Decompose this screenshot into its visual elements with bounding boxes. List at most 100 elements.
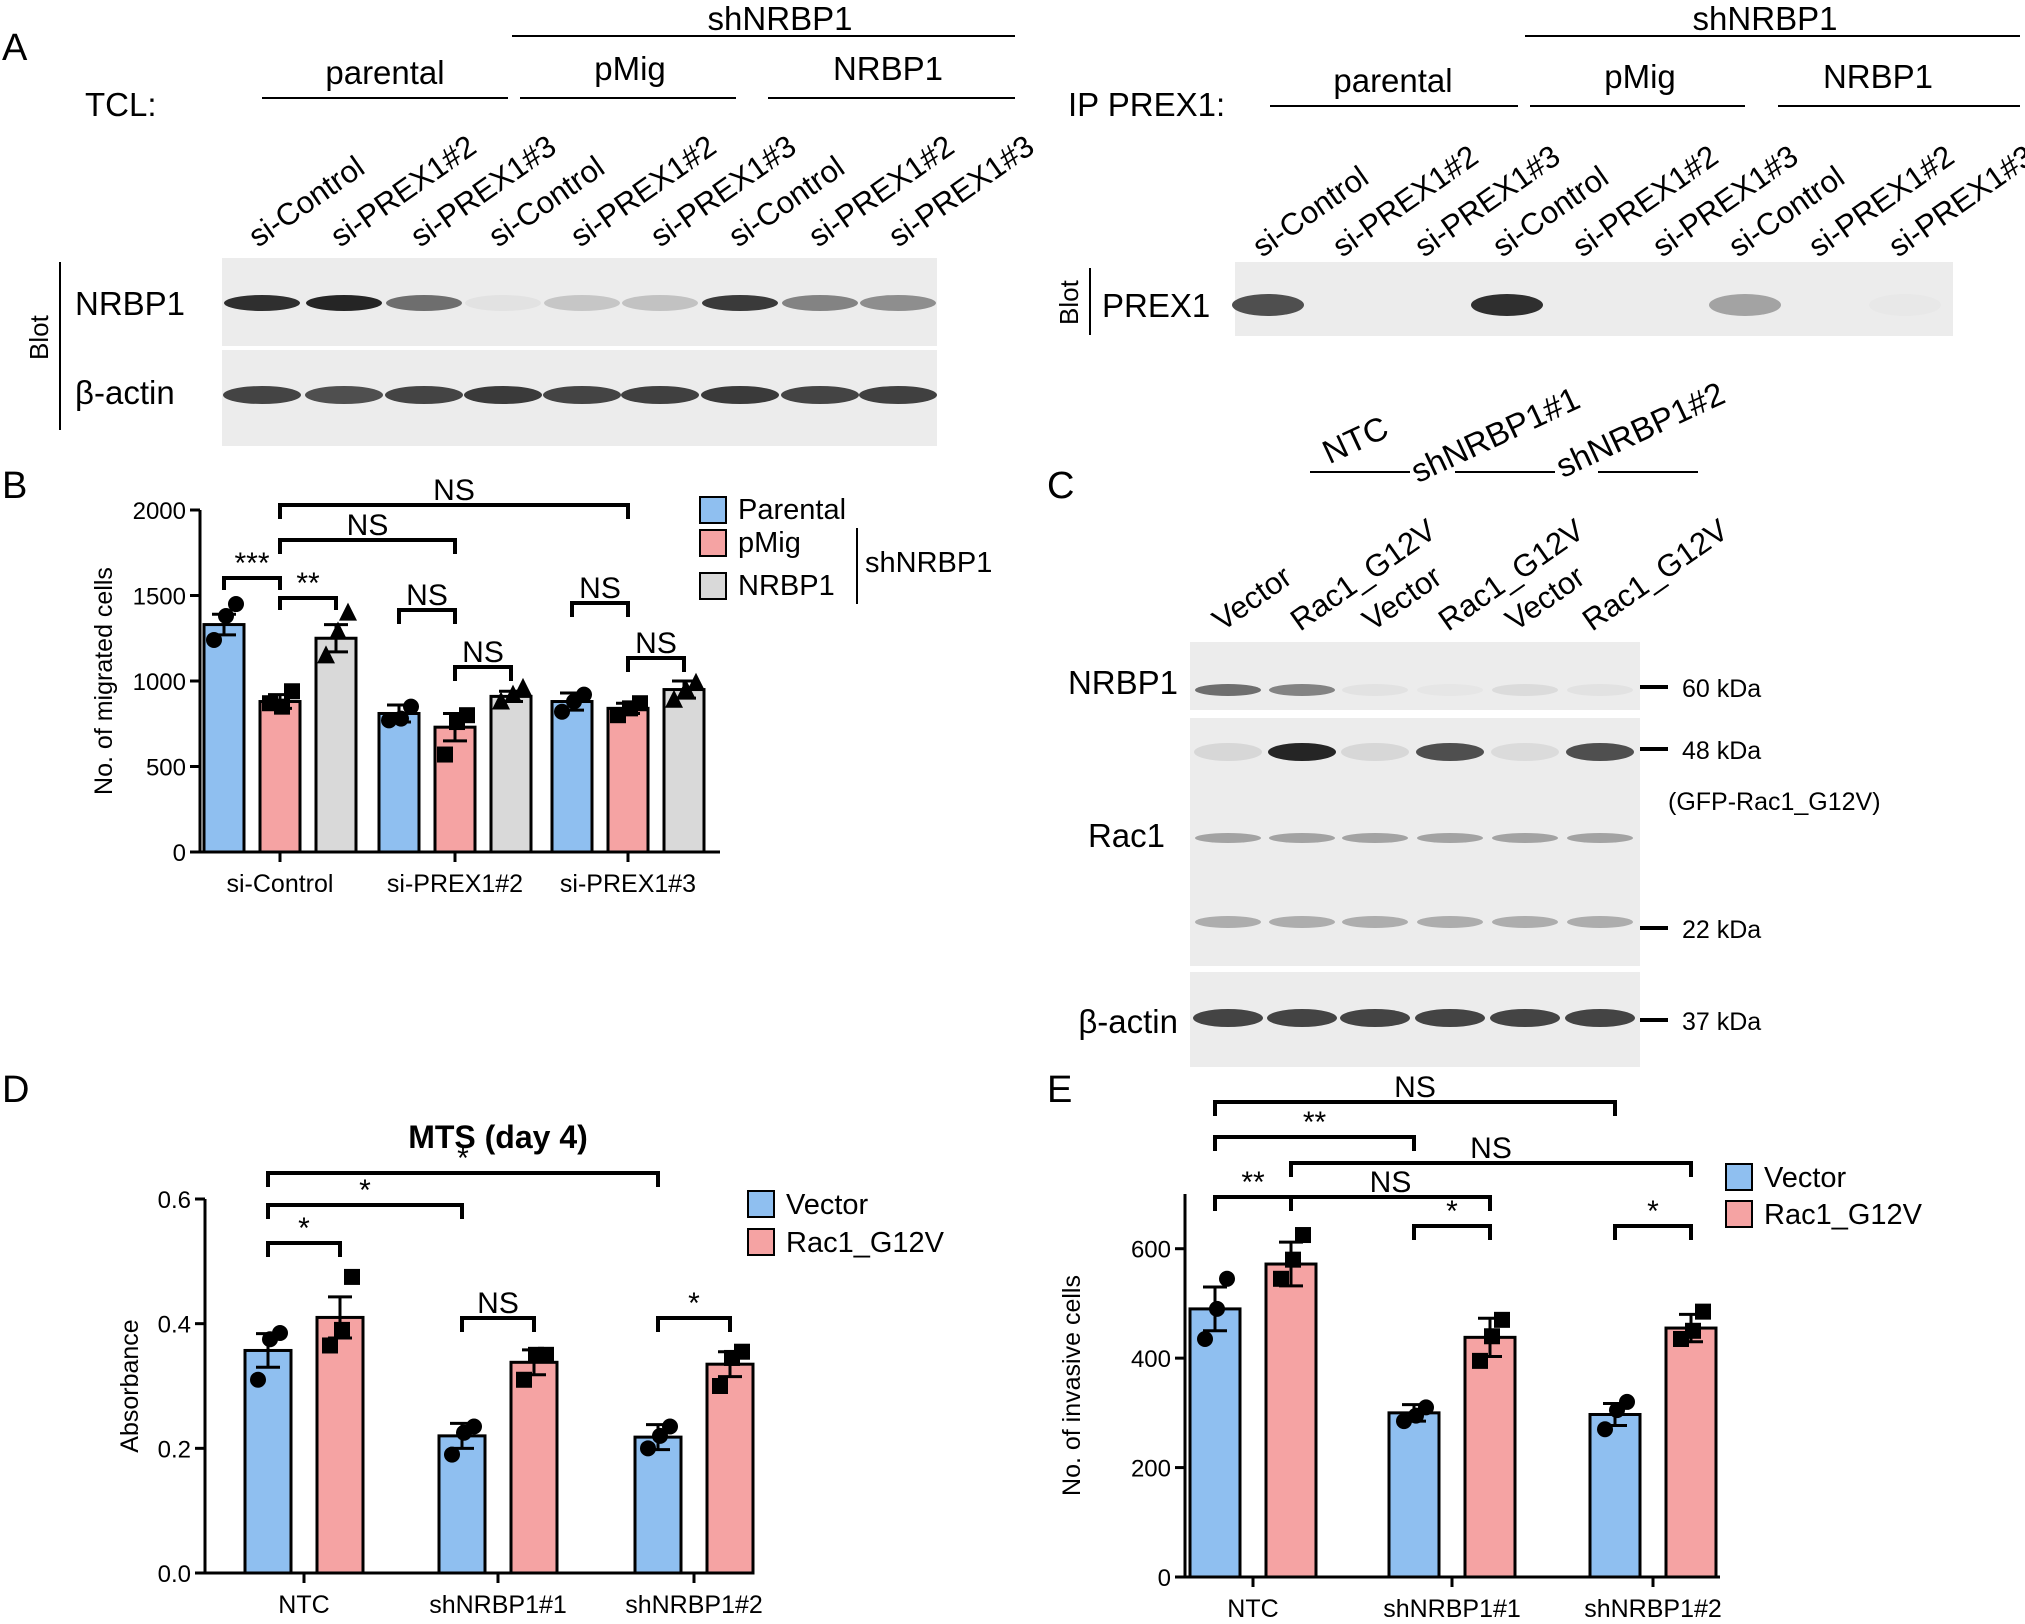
- significance-label: *: [298, 1212, 310, 1245]
- legend-b-parental: Parental: [738, 494, 846, 526]
- bar: [509, 1360, 559, 1575]
- tcl-actin-band: [305, 386, 383, 404]
- data-point: [466, 1418, 482, 1435]
- y-tick-label: 0.2: [158, 1436, 191, 1463]
- significance-bracket: [460, 1316, 536, 1332]
- legend-b-nrbp1: NRBP1: [738, 570, 835, 602]
- tcl-group-nrbp1: NRBP1: [833, 50, 943, 87]
- data-point: [632, 695, 648, 712]
- c-rac1-membrane: [1190, 718, 1640, 966]
- c-actin-band: [1415, 1009, 1485, 1027]
- bar: [1188, 1307, 1242, 1579]
- data-point: [1597, 1421, 1613, 1438]
- significance-bracket: [278, 503, 630, 519]
- data-point: [652, 1427, 668, 1444]
- x-category-label: shNRBP1#2: [1584, 1595, 1722, 1623]
- c-rac1-mid-band: [1195, 833, 1261, 843]
- c-marker-22: 22 kDa: [1682, 916, 1761, 944]
- y-tick-label: 200: [1131, 1456, 1171, 1483]
- c-marker-37: 37 kDa: [1682, 1008, 1761, 1036]
- chart-title: MTS (day 4): [408, 1119, 588, 1155]
- data-point: [459, 707, 475, 724]
- data-point: [218, 608, 234, 625]
- c-rac1-22-band: [1269, 916, 1335, 928]
- significance-bracket: [266, 1171, 660, 1187]
- significance-bracket: [278, 538, 457, 554]
- legend-d-swatch-vector: [747, 1190, 775, 1218]
- data-point: [381, 712, 397, 729]
- y-tick-label: 0: [1158, 1565, 1171, 1592]
- significance-label: NS: [635, 627, 677, 660]
- data-point: [272, 1325, 288, 1342]
- legend-b: Parental pMig NRBP1 shNRBP1: [699, 494, 992, 604]
- bar: [258, 700, 302, 854]
- significance-bracket: [1213, 1195, 1293, 1211]
- bar: [489, 694, 533, 854]
- tcl-row-actin: β-actin: [75, 374, 175, 411]
- significance-label: NS: [477, 1287, 519, 1320]
- panel-label-d: D: [2, 1069, 29, 1111]
- bar: [633, 1435, 683, 1575]
- data-point: [640, 1440, 656, 1457]
- significance-label: NS: [433, 474, 475, 507]
- ip-prex1-band: [1869, 294, 1941, 316]
- data-point: [1285, 1251, 1301, 1268]
- c-row-nrbp1: NRBP1: [1068, 664, 1178, 701]
- tcl-actin-band: [859, 386, 937, 404]
- bar: [1264, 1262, 1318, 1579]
- x-category-label: si-PREX1#3: [560, 870, 696, 898]
- tcl-nrbp1-band: [860, 295, 936, 311]
- ip-label: IP PREX1:: [1068, 86, 1225, 123]
- bar: [377, 711, 421, 854]
- significance-bracket: [570, 601, 630, 617]
- legend-d-rac1: Rac1_G12V: [786, 1227, 945, 1259]
- ip-shnrbp1-label: shNRBP1: [1693, 0, 1838, 37]
- c-gfp-rac1-band: [1268, 743, 1336, 761]
- bar: [202, 623, 246, 854]
- legend-b-group-label: shNRBP1: [865, 547, 992, 579]
- ip-group-parental: parental: [1333, 62, 1452, 99]
- c-actin-band: [1340, 1009, 1410, 1027]
- data-point: [1484, 1328, 1500, 1345]
- c-rac1-mid-band: [1342, 833, 1408, 843]
- x-category-label: NTC: [1227, 1595, 1278, 1623]
- legend-e: Vector Rac1_G12V: [1725, 1162, 1923, 1231]
- y-tick-label: 600: [1131, 1237, 1171, 1264]
- c-actin-band: [1267, 1009, 1337, 1027]
- c-actin-band: [1193, 1009, 1263, 1027]
- data-point: [576, 686, 592, 703]
- significance-bracket: [222, 576, 282, 590]
- data-point: [504, 684, 522, 703]
- c-nrbp1-band: [1342, 684, 1408, 696]
- y-tick-label: 0: [173, 840, 186, 867]
- legend-b-pmig: pMig: [738, 527, 801, 559]
- tcl-label: TCL:: [85, 86, 157, 123]
- data-point: [1418, 1399, 1434, 1416]
- significance-bracket: [1213, 1100, 1617, 1116]
- data-point: [492, 691, 510, 710]
- data-point: [1396, 1413, 1412, 1430]
- y-axis-title: Absorbance: [116, 1319, 144, 1452]
- significance-label: NS: [347, 509, 389, 542]
- c-gfp-rac1-band: [1416, 743, 1484, 761]
- bar: [705, 1362, 755, 1575]
- chart-d: 0.0 0.2 0.4 0.6 Absorbance NTC shNRBP1#1 shNRBP…: [116, 1119, 763, 1619]
- y-tick-label: 0.6: [158, 1187, 191, 1214]
- y-tick-label: 2000: [133, 498, 186, 525]
- ip-blot-label: Blot: [1054, 279, 1084, 325]
- c-gfp-rac1-band: [1566, 743, 1634, 761]
- c-group-sh2: shNRBP1#2: [1550, 374, 1730, 484]
- data-point: [344, 1268, 360, 1285]
- panel-label-a: A: [2, 27, 28, 69]
- significance-label: NS: [406, 579, 448, 612]
- tcl-nrbp1-band: [386, 295, 462, 311]
- significance-label: **: [296, 567, 320, 600]
- significance-bracket: [656, 1316, 732, 1332]
- data-point: [554, 703, 570, 720]
- data-point: [437, 746, 453, 763]
- legend-e-swatch-rac1: [1725, 1200, 1753, 1228]
- significance-label: NS: [1470, 1132, 1512, 1165]
- significance-label: ***: [234, 547, 269, 580]
- c-marker-48: 48 kDa: [1682, 737, 1761, 765]
